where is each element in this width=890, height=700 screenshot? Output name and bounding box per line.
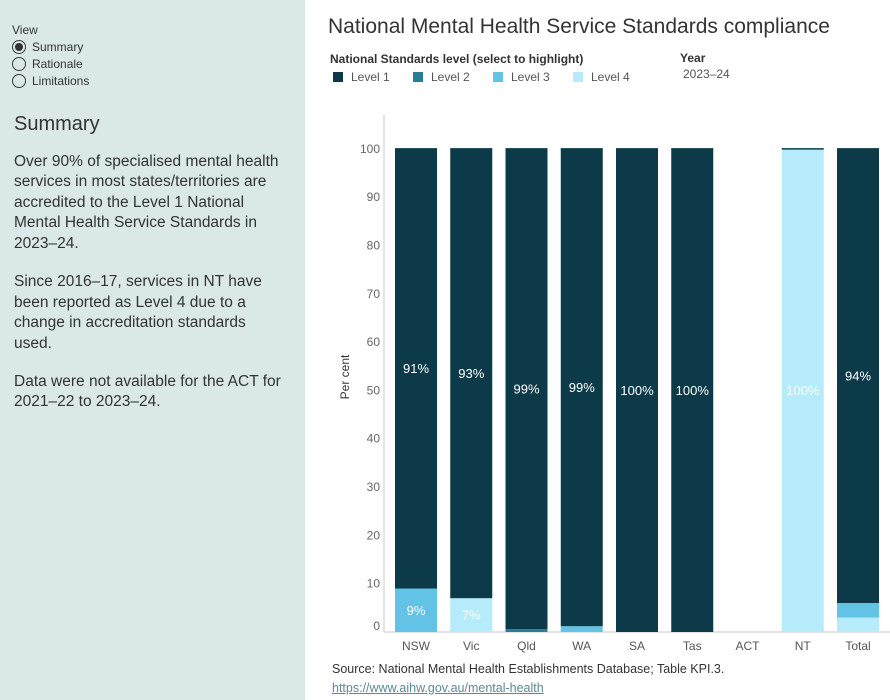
data-label-vic: 7% [462, 608, 481, 623]
bar-segment-nsw-level-3[interactable] [395, 588, 437, 632]
x-tick-label: SA [629, 639, 645, 653]
bar-segment-vic-level-1[interactable] [450, 148, 493, 599]
y-axis-title: Per cent [338, 354, 352, 399]
chart-title: National Mental Health Service Standards… [328, 15, 830, 38]
data-label-sa: 100% [620, 383, 654, 398]
y-tick-label: 80 [367, 238, 381, 252]
data-label-wa: 99% [569, 380, 595, 395]
bar-segment-nsw-level-1[interactable] [395, 148, 437, 589]
x-tick-label: NT [795, 639, 812, 653]
legend-item-level-4[interactable]: Level 4 [573, 70, 653, 84]
legend-title: National Standards level (select to high… [330, 52, 584, 66]
y-tick-label: 20 [367, 528, 381, 542]
summary-paragraph: Over 90% of specialised mental health se… [14, 152, 279, 253]
view-option-rationale[interactable]: Rationale [12, 56, 89, 73]
y-tick-label: 100 [360, 142, 380, 156]
data-label-total: 94% [845, 368, 871, 383]
legend-item-level-1[interactable]: Level 1 [333, 70, 413, 84]
y-tick-label: 10 [367, 577, 381, 591]
bar-segment-vic-level-4[interactable] [450, 598, 493, 632]
y-tick-label: 50 [367, 383, 381, 397]
legend-label: Level 1 [351, 70, 390, 84]
y-tick-label: 30 [367, 480, 381, 494]
data-label-nsw: 9% [407, 603, 426, 618]
legend: Level 1 Level 2 Level 3 Level 4 [333, 70, 653, 84]
data-label-qld: 99% [513, 381, 539, 396]
bar-segment-total-level-4[interactable] [837, 617, 879, 632]
year-filter-value[interactable]: 2023–24 [683, 67, 730, 81]
y-tick-label: 40 [367, 432, 381, 446]
stacked-bar-chart: 0 10 20 30 40 50 60 70 80 90 100 Per cent NSW Vic Qld W… [338, 115, 890, 653]
view-label: View [12, 23, 38, 37]
legend-swatch [333, 72, 343, 82]
radio-button-icon[interactable] [12, 74, 26, 88]
x-tick-label: Total [845, 639, 870, 653]
legend-swatch [493, 72, 503, 82]
x-tick-label: WA [572, 639, 591, 653]
bar-segment-qld-level-2[interactable] [505, 629, 548, 632]
view-option-label: Limitations [32, 74, 90, 88]
legend-item-level-2[interactable]: Level 2 [413, 70, 493, 84]
source-link[interactable]: https://www.aihw.gov.au/mental-health [332, 681, 544, 695]
data-label-nsw: 91% [403, 361, 429, 376]
bar-segment-nt-level-4[interactable] [781, 148, 824, 632]
radio-button-icon[interactable] [12, 40, 26, 54]
x-tick-label: ACT [736, 639, 761, 653]
x-tick-label: NSW [402, 639, 431, 653]
data-label-vic: 93% [458, 366, 484, 381]
y-tick-label: 0 [373, 619, 380, 633]
bar-segment-tas-level-1[interactable] [671, 148, 714, 632]
view-option-label: Summary [32, 40, 84, 54]
source-note: Source: National Mental Health Establish… [332, 662, 725, 676]
view-radio-group: Summary Rationale Limitations [12, 39, 89, 90]
summary-paragraph: Since 2016–17, services in NT have been … [14, 272, 262, 352]
bar-segment-wa-level-1[interactable] [560, 148, 603, 627]
data-label-nt: 100% [786, 383, 820, 398]
bar-segment-total-level-1[interactable] [837, 148, 879, 604]
legend-item-level-3[interactable]: Level 3 [493, 70, 573, 84]
y-tick-label: 70 [367, 287, 381, 301]
data-label-tas: 100% [676, 383, 710, 398]
radio-button-icon[interactable] [12, 57, 26, 71]
summary-paragraph: Data were not available for the ACT for … [14, 372, 281, 411]
legend-label: Level 3 [511, 70, 550, 84]
legend-label: Level 2 [431, 70, 470, 84]
bar-segment-sa-level-1[interactable] [616, 148, 658, 632]
legend-swatch [413, 72, 423, 82]
bar-segment-total-level-3[interactable] [837, 603, 879, 618]
x-tick-label: Vic [463, 639, 479, 653]
x-tick-label: Tas [683, 639, 702, 653]
y-tick-label: 90 [367, 190, 381, 204]
view-option-summary[interactable]: Summary [12, 39, 89, 56]
year-filter-label: Year [680, 51, 706, 65]
view-option-limitations[interactable]: Limitations [12, 73, 89, 90]
view-option-label: Rationale [32, 57, 83, 71]
x-tick-label: Qld [517, 639, 536, 653]
sidebar-panel: View Summary Rationale Limitations Summa… [0, 0, 305, 700]
summary-text: Over 90% of specialised mental health se… [14, 152, 285, 430]
bar-segment-wa-level-3[interactable] [560, 626, 603, 632]
legend-swatch [573, 72, 583, 82]
bar-segment-qld-level-1[interactable] [505, 148, 548, 630]
legend-label: Level 4 [591, 70, 630, 84]
y-tick-label: 60 [367, 335, 381, 349]
summary-heading: Summary [14, 113, 100, 135]
